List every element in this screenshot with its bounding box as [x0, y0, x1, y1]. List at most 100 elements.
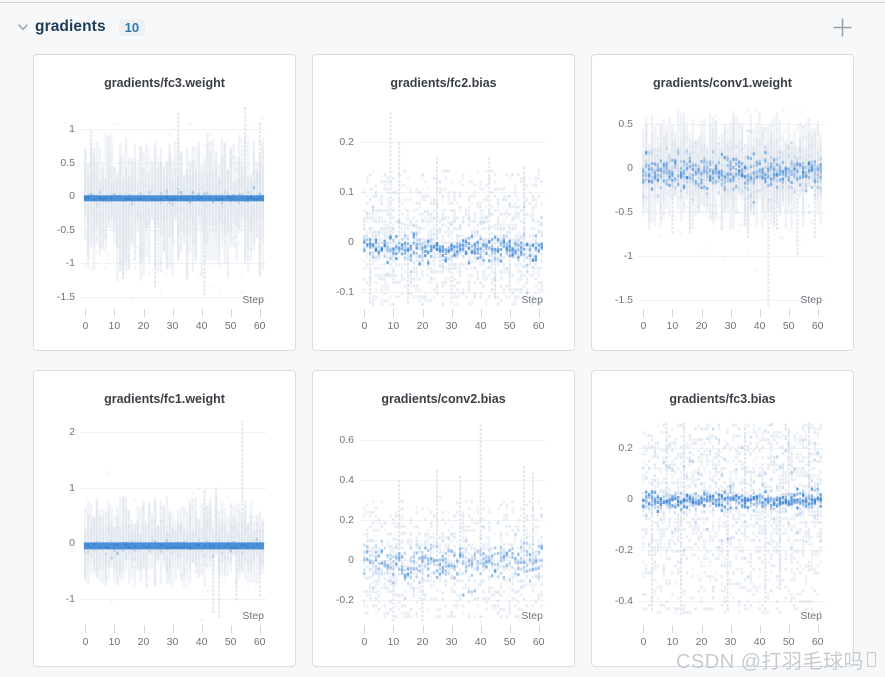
x-tick-label: 30	[166, 320, 179, 332]
x-tick-label: 10	[108, 636, 121, 648]
y-tick-label: -0.1	[335, 286, 354, 298]
x-tick-mark	[364, 625, 366, 633]
gradient-panel-card[interactable]: gradients/conv1.weight Step 0.5 0 -0.5 -1 -1…	[591, 54, 854, 351]
x-tick-mark	[172, 309, 174, 317]
plot-area: Step 0.5 0 -0.5 -1 -1.5	[615, 105, 825, 307]
plot-area: Step 1 0.5 0 -0.5 -1 -1.5	[57, 105, 267, 307]
x-tick-label: 10	[387, 320, 400, 332]
histogram-canvas[interactable]	[639, 105, 825, 307]
x-tick-mark	[538, 625, 540, 633]
x-tick-mark	[451, 309, 453, 317]
x-tick-mark	[85, 625, 87, 633]
x-tick-mark	[85, 309, 87, 317]
x-tick-label: 0	[640, 320, 647, 332]
x-tick-mark	[364, 309, 366, 317]
panel-title: gradients/conv2.bias	[381, 392, 506, 406]
x-tick-label: 20	[137, 636, 150, 648]
x-tick-mark	[817, 625, 819, 633]
section-title[interactable]: gradients	[35, 18, 106, 35]
x-tick-mark	[759, 309, 761, 317]
x-tick-mark	[230, 309, 232, 317]
x-tick-mark	[393, 309, 395, 317]
x-tick-label: 0	[82, 320, 89, 332]
y-tick-label: 0	[69, 537, 75, 550]
x-tick-mark	[201, 309, 203, 317]
x-tick-label: 20	[416, 636, 429, 648]
gradient-panel-card[interactable]: gradients/fc1.weight Step 2 1 0 -1 0 10 20 30 4…	[33, 370, 296, 667]
x-tick-label: 10	[108, 320, 121, 332]
x-axis: 0 10 20 30 40 50 60	[360, 307, 546, 341]
histogram-canvas[interactable]	[81, 421, 267, 623]
y-tick-label: -0.2	[335, 594, 354, 606]
x-tick-label: 30	[724, 636, 737, 648]
plot-area: Step 0.2 0.1 0 -0.1	[336, 105, 546, 307]
gradient-panel-card[interactable]: gradients/fc2.bias Step 0.2 0.1 0 -0.1 0 10 2…	[312, 54, 575, 351]
y-tick-label: 0.6	[339, 434, 354, 446]
x-tick-mark	[480, 625, 482, 633]
histogram-canvas[interactable]	[639, 421, 825, 623]
x-tick-label: 40	[474, 636, 487, 648]
x-tick-mark	[114, 309, 116, 317]
x-tick-label: 40	[195, 636, 208, 648]
x-tick-label: 30	[724, 320, 737, 332]
x-tick-label: 50	[782, 636, 795, 648]
x-tick-mark	[730, 309, 732, 317]
y-tick-label: -1	[65, 592, 75, 605]
plot-area: Step 0.2 0 -0.2 -0.4	[615, 421, 825, 623]
x-axis: 0 10 20 30 40 50 60	[639, 307, 825, 341]
x-axis: 0 10 20 30 40 50 60	[81, 623, 267, 657]
y-tick-label: -0.5	[56, 223, 75, 236]
gradient-panel-card[interactable]: gradients/fc3.bias Step 0.2 0 -0.2 -0.4 0 10…	[591, 370, 854, 667]
x-tick-mark	[259, 625, 261, 633]
histogram-canvas[interactable]	[81, 105, 267, 307]
x-tick-mark	[672, 309, 674, 317]
x-tick-label: 30	[166, 636, 179, 648]
step-axis-label: Step	[242, 294, 264, 306]
x-tick-label: 0	[361, 636, 368, 648]
x-tick-mark	[114, 625, 116, 633]
add-panel-plus-icon[interactable]	[830, 15, 854, 39]
x-axis: 0 10 20 30 40 50 60	[639, 623, 825, 657]
plot-area: Step 2 1 0 -1	[66, 421, 267, 623]
x-tick-label: 20	[695, 636, 708, 648]
y-tick-label: 0	[348, 554, 354, 566]
x-tick-mark	[480, 309, 482, 317]
x-tick-label: 10	[666, 320, 679, 332]
panel-title: gradients/conv1.weight	[653, 76, 792, 90]
x-tick-label: 40	[195, 320, 208, 332]
x-tick-label: 0	[361, 320, 368, 332]
y-tick-label: 0.2	[339, 514, 354, 526]
section-header: gradients 10	[0, 0, 885, 54]
y-tick-label: -0.2	[614, 544, 633, 557]
gradient-panel-card[interactable]: gradients/conv2.bias Step 0.6 0.4 0.2 0 -0.2…	[312, 370, 575, 667]
histogram-canvas[interactable]	[360, 421, 546, 623]
x-tick-label: 10	[387, 636, 400, 648]
x-tick-mark	[701, 309, 703, 317]
x-tick-label: 40	[753, 636, 766, 648]
x-tick-mark	[259, 309, 261, 317]
step-axis-label: Step	[800, 294, 822, 306]
x-tick-mark	[817, 309, 819, 317]
y-tick-label: -1	[65, 257, 75, 270]
x-axis: 0 10 20 30 40 50 60	[81, 307, 267, 341]
x-tick-mark	[201, 625, 203, 633]
chevron-down-icon[interactable]	[14, 18, 32, 36]
x-tick-mark	[672, 625, 674, 633]
x-tick-label: 20	[416, 320, 429, 332]
x-tick-mark	[393, 625, 395, 633]
x-tick-label: 20	[695, 320, 708, 332]
x-tick-label: 60	[811, 636, 824, 648]
y-tick-label: 1	[69, 123, 75, 136]
x-tick-mark	[788, 309, 790, 317]
panel-title: gradients/fc1.weight	[104, 392, 225, 406]
y-tick-label: 0	[348, 236, 354, 248]
y-tick-label: -1.5	[56, 290, 75, 303]
histogram-canvas[interactable]	[360, 105, 546, 307]
gradient-panel-card[interactable]: gradients/fc3.weight Step 1 0.5 0 -0.5 -1 -1.…	[33, 54, 296, 351]
x-tick-mark	[759, 625, 761, 633]
y-tick-label: 1	[69, 481, 75, 494]
x-tick-label: 10	[666, 636, 679, 648]
step-axis-label: Step	[521, 610, 543, 622]
y-tick-label: 0.5	[60, 156, 75, 169]
x-tick-label: 30	[445, 636, 458, 648]
